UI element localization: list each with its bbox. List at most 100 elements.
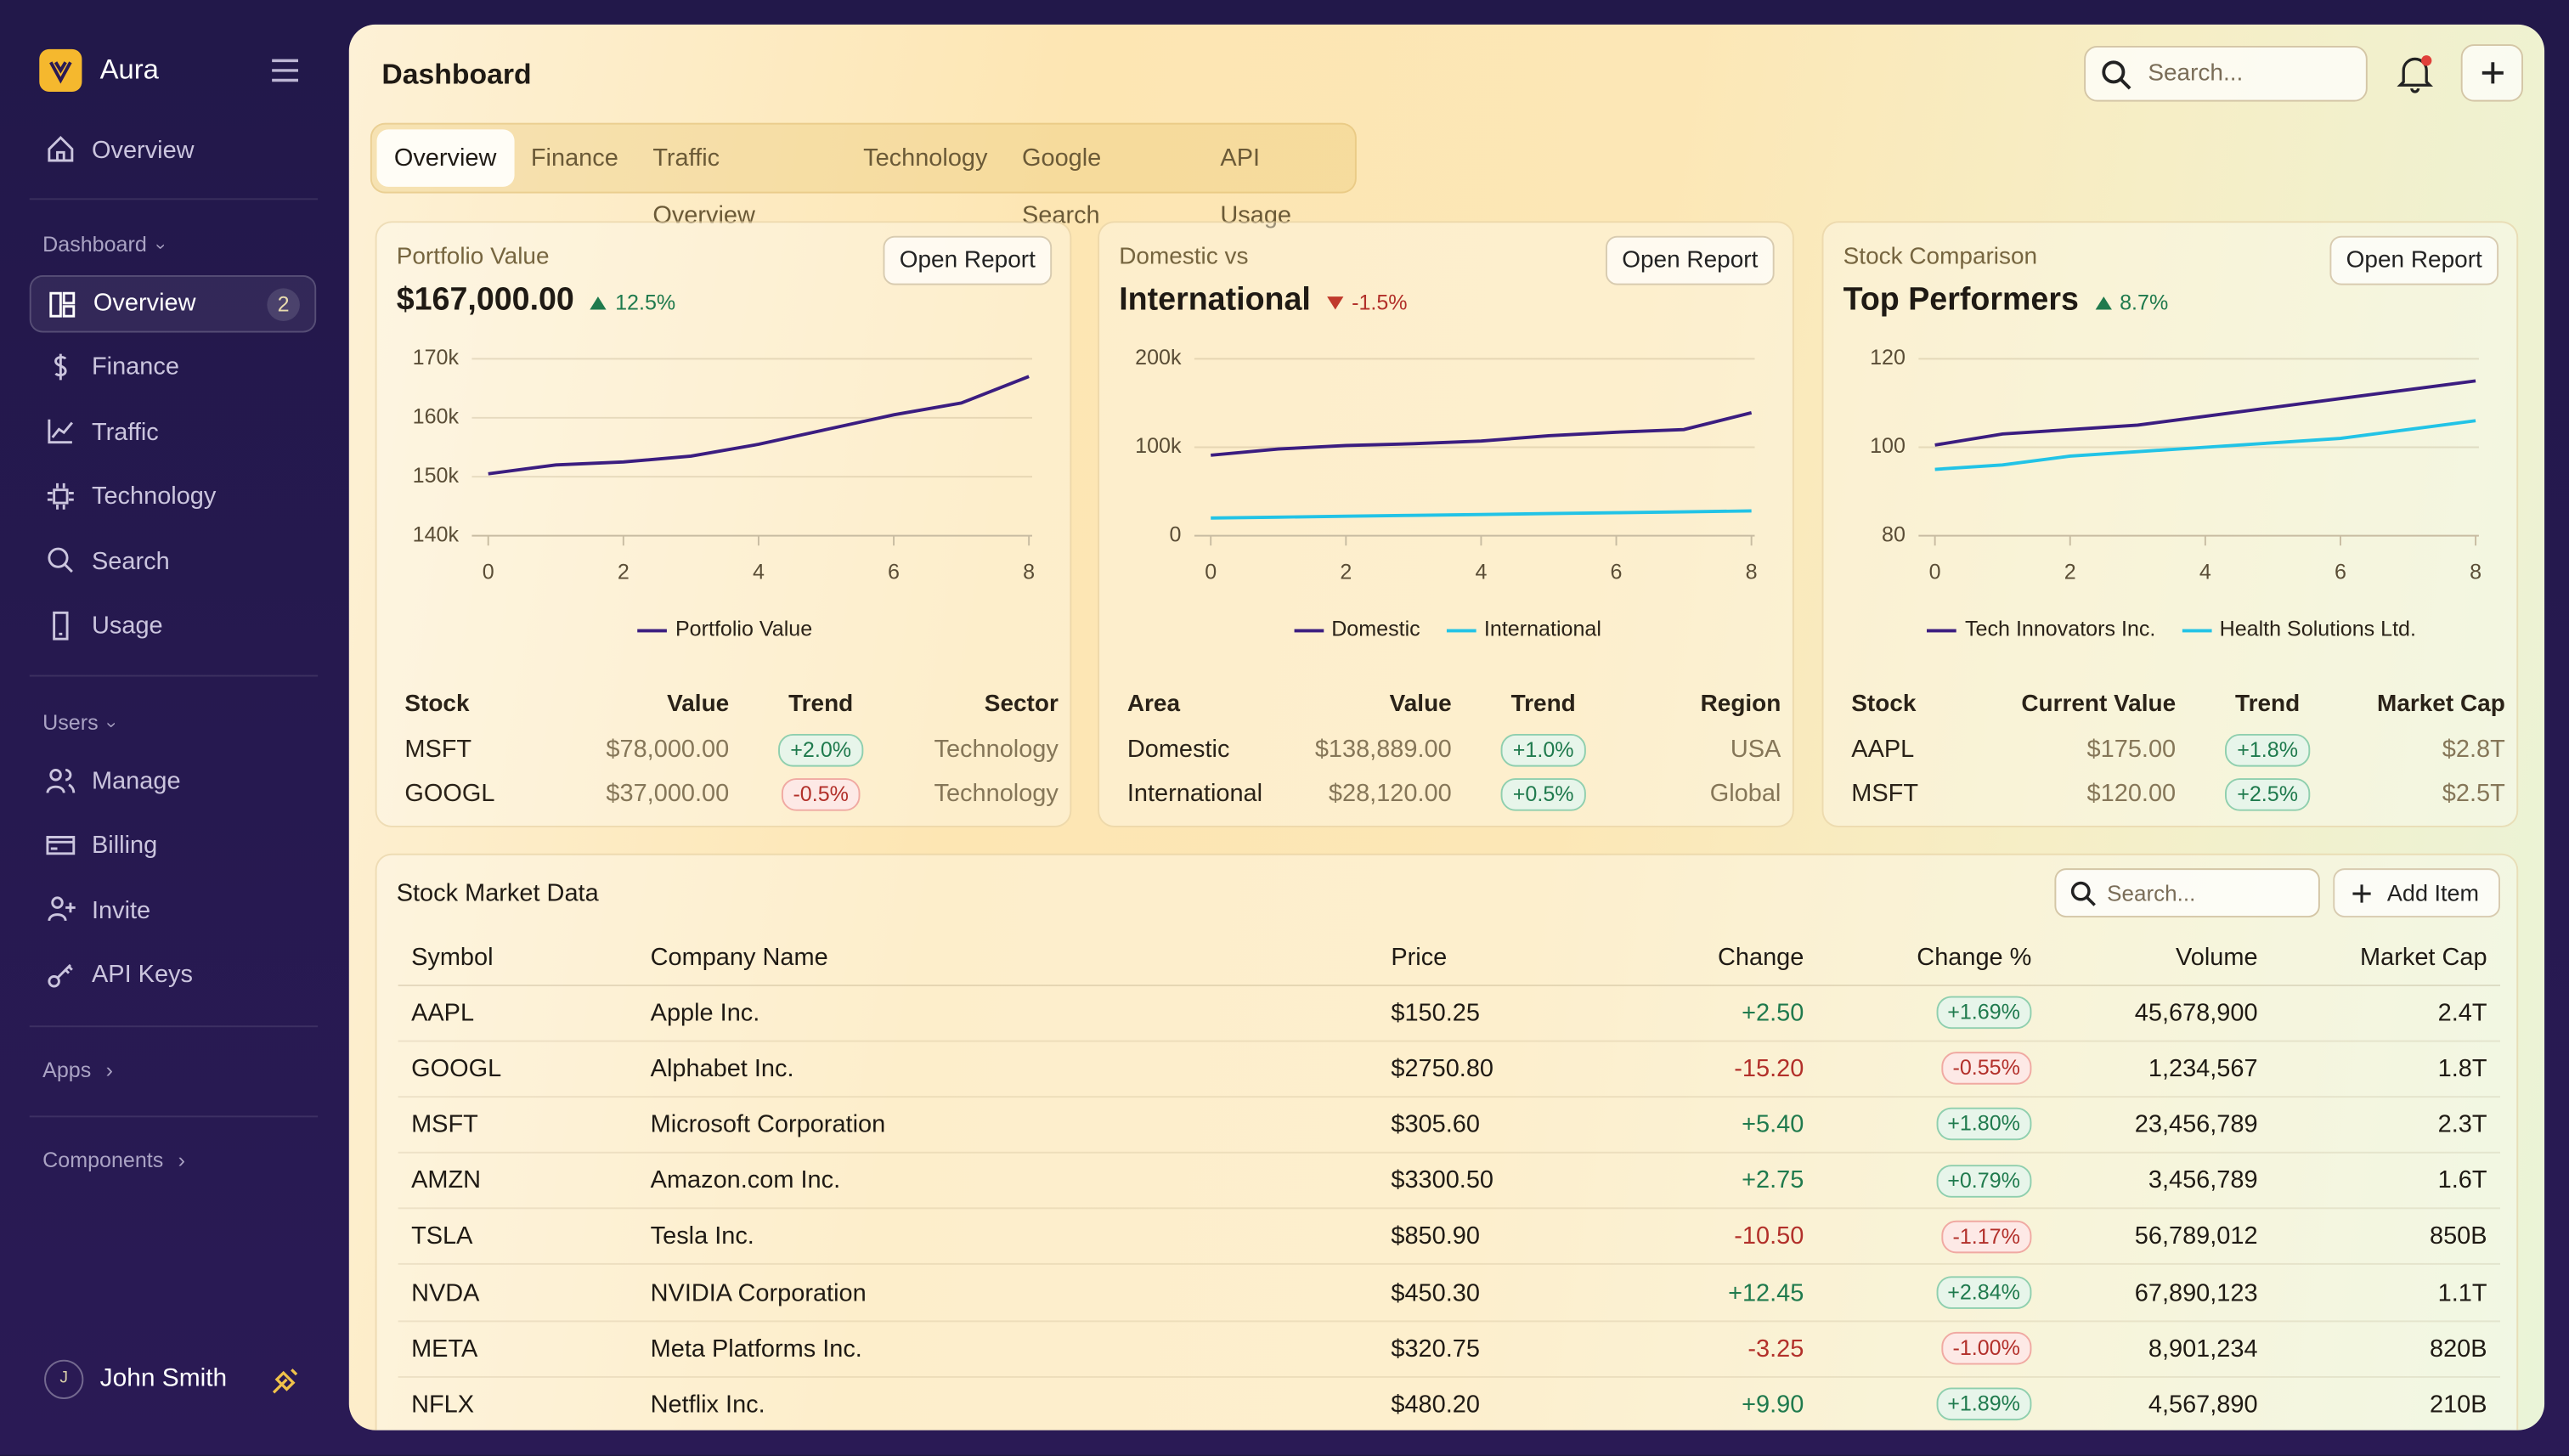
column-header: Market Cap [2270, 932, 2500, 986]
search-box[interactable]: Search... [2084, 45, 2368, 102]
table-cell: $850.90 [1377, 1208, 1607, 1266]
table-cell: 1,234,567 [2044, 1041, 2271, 1098]
table-cell: 56,789,012 [2044, 1208, 2271, 1266]
section-title[interactable]: Apps › [42, 1058, 113, 1082]
table-cell: 45,678,900 [2044, 985, 2271, 1041]
table-row[interactable]: AMZN Amazon.com Inc. $3300.50 +2.75 +0.79% 3,… [398, 1152, 2500, 1210]
y-tick-label: 170k [413, 346, 460, 370]
table-cell: 850B [2270, 1208, 2500, 1266]
table-cell: 3,456,789 [2044, 1152, 2271, 1210]
table-cell: $320.75 [1377, 1320, 1607, 1378]
nav-item[interactable]: Finance [30, 339, 316, 396]
main-panel: Dashboard Search... Overview Finance Traff… [348, 24, 2545, 1431]
nav-item[interactable]: Technology [30, 468, 316, 526]
add-item-button[interactable]: Add Item [2333, 868, 2500, 917]
table-cell: International [1126, 779, 1263, 808]
nav-item[interactable]: Manage [30, 753, 316, 810]
table-cell: 8,901,234 [2044, 1320, 2271, 1378]
tab[interactable]: Overview [376, 129, 514, 187]
brand: Aura [99, 54, 159, 86]
table-cell: $175.00 [2086, 735, 2177, 764]
section-title[interactable]: Components › [42, 1148, 185, 1172]
legend: Portfolio Value [377, 616, 1074, 641]
table-search[interactable]: Search... [2054, 868, 2320, 917]
card-table: Stock Value Trend Sector MSFT $78,000.00 +2.0%… [403, 681, 1059, 815]
nav-item[interactable]: Search [30, 533, 316, 590]
icon-path [53, 610, 69, 640]
table-cell: Apple Inc. [637, 985, 1378, 1041]
menu-button[interactable] [268, 56, 302, 86]
table-row[interactable]: GOOGL Alphabet Inc. $2750.80 -15.20 -0.55% 1,… [398, 1041, 2500, 1098]
open-report-button[interactable]: Open Report [883, 235, 1053, 285]
nav-item[interactable]: Invite [30, 882, 316, 940]
nav-item[interactable]: Usage [30, 597, 316, 655]
notifications[interactable] [2396, 53, 2435, 95]
tab[interactable]: API Usage [1220, 144, 1292, 229]
section-label: Dashboard [42, 231, 147, 257]
series-line [1934, 379, 2476, 447]
nav-label: Traffic [91, 418, 159, 447]
table-row[interactable]: AAPL Apple Inc. $150.25 +2.50 +1.69% 45,678,9… [398, 985, 2500, 1041]
theme-icon[interactable] [267, 1363, 302, 1399]
x-tick-label: 4 [1475, 561, 1487, 584]
table-cell: $305.60 [1377, 1096, 1607, 1154]
chevron: › [150, 243, 170, 250]
nav-item[interactable]: Billing [30, 817, 316, 875]
avatar[interactable]: J [44, 1359, 84, 1399]
section-title[interactable]: Users › [42, 710, 121, 735]
section-label: Apps [42, 1057, 92, 1082]
table-cell: Technology [934, 779, 1059, 808]
table-cell: -0.5% [731, 771, 911, 815]
table-cell: +9.90 [1606, 1376, 1817, 1431]
table-cell: $450.30 [1377, 1264, 1607, 1322]
icon-path [46, 835, 76, 855]
nav-item[interactable]: Overview 2 [29, 274, 317, 332]
section-title[interactable]: Dashboard › [42, 231, 169, 257]
table-row[interactable]: META Meta Platforms Inc. $320.75 -3.25 -1.00… [398, 1320, 2500, 1378]
table-cell: NVIDIA Corporation [637, 1264, 1378, 1322]
table-title: Stock Market Data [396, 879, 599, 908]
add-button[interactable] [2460, 44, 2523, 102]
x-tick-label: 6 [1611, 561, 1623, 584]
nav-item[interactable]: Overview [30, 121, 316, 178]
table-row[interactable]: NVDA NVIDIA Corporation $450.30 +12.45 +2.84… [398, 1264, 2500, 1322]
table-cell: $2750.80 [1377, 1041, 1607, 1098]
x-tick-label: 8 [1023, 561, 1035, 584]
table-cell: AAPL [1851, 735, 1915, 764]
table-cell: 1.8T [2270, 1041, 2500, 1098]
card-headline: Top Performers 8.7% [1843, 282, 2169, 319]
table-row[interactable]: TSLA Tesla Inc. $850.90 -10.50 -1.17% 56,789,… [398, 1208, 2500, 1266]
open-report-button[interactable]: Open Report [1605, 235, 1775, 285]
icon [46, 835, 76, 855]
table-cell: -1.00% [1816, 1320, 2045, 1378]
open-report-button[interactable]: Open Report [2329, 235, 2499, 285]
table-cell: +1.8% [2177, 727, 2357, 771]
series-line [488, 375, 1030, 476]
icon [46, 768, 76, 793]
tab-bar: Overview Finance Traffic Overview Technolog… [370, 122, 1357, 229]
table-cell: GOOGL [404, 779, 495, 808]
tab[interactable]: Finance [530, 144, 618, 172]
section-label: Components [42, 1147, 164, 1172]
column-header: Stock [404, 691, 470, 718]
table-row: Domestic $138,889.00 +1.0% USA [1126, 727, 1782, 771]
chart: 80 100 120 0 2 4 6 8 [1870, 346, 2481, 584]
tab[interactable]: Google Search [1021, 144, 1102, 229]
table-row[interactable]: MSFT Microsoft Corporation $305.60 +5.40 +1.… [398, 1096, 2500, 1154]
table-cell: +2.84% [1816, 1264, 2045, 1322]
nav-label: Finance [91, 353, 179, 382]
nav-item[interactable]: Traffic [30, 404, 316, 460]
change-value: -1.5% [1352, 290, 1408, 315]
nav-item[interactable]: API Keys [30, 946, 316, 1004]
change-pill: -1.00% [1940, 1332, 2032, 1365]
table-cell: +2.75 [1606, 1152, 1817, 1210]
headline-value: International [1119, 281, 1311, 319]
change-arrow [2095, 296, 2112, 310]
trend-pill: -0.5% [781, 777, 861, 810]
table-cell: $3300.50 [1377, 1152, 1607, 1210]
table-row[interactable]: NFLX Netflix Inc. $480.20 +9.90 +1.89% 4,567,… [398, 1376, 2500, 1431]
tab[interactable]: Traffic Overview [652, 144, 755, 229]
user-name[interactable]: John Smith [99, 1364, 228, 1393]
table-cell: -0.55% [1816, 1041, 2045, 1098]
tab[interactable]: Technology [863, 144, 988, 172]
